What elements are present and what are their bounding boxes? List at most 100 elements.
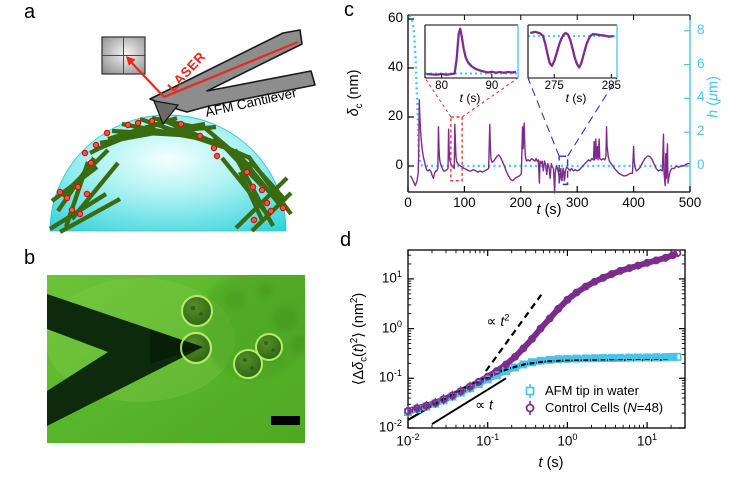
c-zoom-box	[558, 155, 569, 186]
afm-tip	[153, 100, 180, 126]
probed-cell-ring	[180, 332, 212, 364]
c-ytick-right-label: 6	[697, 55, 705, 71]
d-water-marker	[510, 363, 519, 372]
d-cells-marker	[554, 304, 563, 313]
panel-d-plot	[403, 249, 686, 429]
d-water-marker	[616, 353, 625, 362]
d-water-marker	[673, 352, 682, 361]
c-inset2-xlabel: t (s)	[565, 91, 587, 105]
legend-marker-water	[525, 384, 535, 398]
d-cells-marker	[616, 266, 625, 275]
cantilever-tip-shadow	[150, 330, 203, 364]
c-xtick-label: 200	[509, 195, 533, 210]
d-xtick-label: 101	[637, 432, 658, 449]
d-cells-marker	[528, 334, 536, 343]
d-cells-marker	[483, 372, 492, 381]
d-cells-marker	[599, 273, 607, 282]
c-xtick-label: 300	[565, 195, 589, 210]
d-cells-marker	[439, 395, 448, 404]
legend-label-water: AFM tip in water	[545, 383, 639, 398]
c-xtick-label: 400	[622, 195, 645, 210]
cantilever-silhouette	[47, 294, 203, 426]
d-cells-marker	[431, 398, 440, 407]
d-cells-marker	[492, 367, 501, 375]
c-connector-line	[424, 77, 452, 118]
c-inset-tick-label: 90	[485, 80, 499, 92]
spread-cell-faint	[200, 275, 305, 380]
d-water-marker	[607, 353, 616, 362]
d-cells-marker	[652, 256, 661, 265]
actin-filaments	[48, 115, 293, 234]
d-guide-t	[431, 377, 507, 425]
c-deflection-trace	[409, 99, 690, 194]
d-water-marker	[581, 354, 590, 363]
c-yaxis-right-label: h (μm)	[705, 76, 722, 118]
laser-arrowhead	[126, 56, 136, 66]
scale-bar	[271, 416, 300, 425]
d-water-marker	[590, 354, 599, 363]
panel-b-micrograph	[47, 275, 305, 443]
d-cells-marker	[643, 258, 652, 267]
c-xaxis-label: t (s)	[536, 202, 562, 218]
c-ytick-right-label: 0	[697, 157, 705, 172]
c-ytick-right-label: 8	[697, 21, 705, 37]
d-cells-marker	[519, 344, 528, 353]
c-ytick-right-label: 2	[697, 123, 705, 139]
d-ytick-label: 10-1	[378, 368, 402, 385]
d-cells-marker	[466, 382, 474, 391]
c-xtick-label: 0	[404, 195, 412, 210]
d-ytick-label: 100	[381, 318, 402, 336]
c-ytick-left-label: 0	[395, 157, 403, 172]
d-water-marker	[634, 353, 643, 362]
d-water-marker	[528, 358, 537, 367]
d-xtick-label: 10-2	[396, 432, 420, 449]
d-cells-marker	[590, 277, 599, 286]
c-inset-tick-label: 80	[435, 80, 448, 92]
d-cells-marker	[563, 295, 572, 304]
d-cells-marker	[545, 314, 554, 323]
c-ytick-left-label: 20	[387, 108, 403, 123]
d-water-marker	[652, 353, 661, 362]
c-ytick-left-label: 60	[387, 10, 403, 25]
d-cells-marker	[634, 261, 643, 270]
d-cells-marker	[422, 401, 431, 410]
d-xtick-label: 10-1	[476, 432, 500, 449]
d-water-marker	[536, 356, 545, 365]
c-xtick-label: 100	[453, 195, 476, 210]
d-water-marker	[554, 355, 563, 364]
d-guide-t2	[485, 294, 543, 372]
c-inset-trace	[426, 27, 517, 76]
panel-label-a: a	[24, 1, 36, 23]
c-inset-trace	[530, 30, 614, 69]
c-zoom-box	[450, 116, 463, 182]
afm-cantilever-body	[149, 29, 316, 113]
c-inset-tick-label: 285	[601, 80, 621, 92]
d-cells-marker	[572, 288, 581, 297]
d-water-marker	[519, 360, 528, 369]
legend-marker-cells	[525, 401, 535, 415]
panel-c-plot	[407, 14, 691, 194]
d-water-marker	[572, 354, 581, 363]
d-cells-marker	[448, 391, 457, 400]
d-water-marker	[483, 375, 492, 384]
d-cells-marker	[581, 282, 590, 291]
c-inset-frame	[424, 24, 518, 79]
d-water-marker	[545, 355, 554, 364]
c-connector-line	[461, 77, 519, 118]
d-water-marker	[661, 353, 670, 362]
c-inset1-xlabel: t (s)	[459, 91, 481, 105]
d-water-marker	[668, 352, 677, 361]
d-water-marker	[625, 353, 634, 362]
d-ytick-label: 10-2	[378, 418, 402, 435]
d-cells-marker	[404, 407, 412, 415]
c-inset-bg	[425, 25, 518, 78]
d-cells-marker	[413, 404, 422, 413]
d-cells-marker	[673, 249, 682, 258]
d-water-marker	[643, 353, 652, 362]
d-cells-marker	[474, 377, 483, 386]
d-cells-marker	[607, 270, 616, 279]
d-cells-marker	[625, 264, 634, 273]
d-xtick-label: 100	[557, 432, 578, 449]
